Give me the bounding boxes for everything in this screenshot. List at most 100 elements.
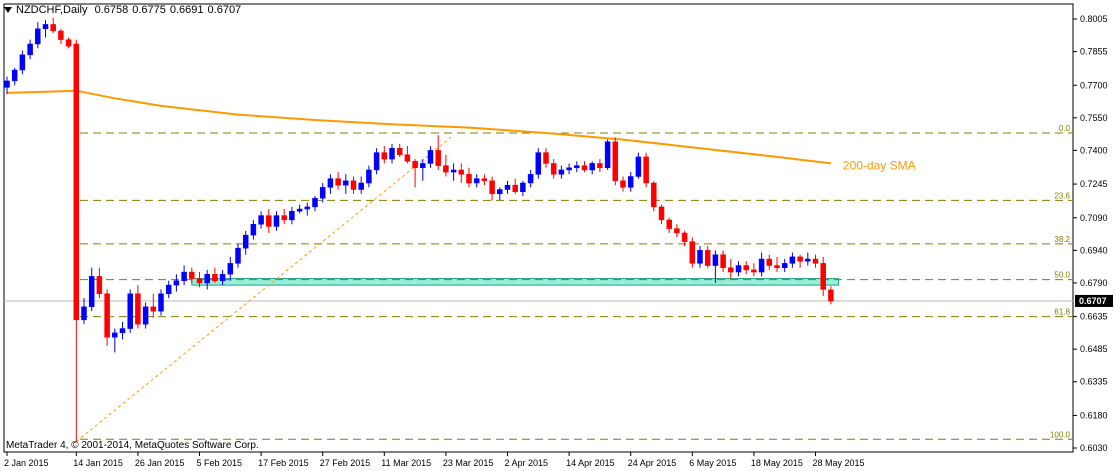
candle-body	[420, 163, 426, 169]
x-tick-label: 14 Apr 2015	[566, 458, 615, 468]
candle-body	[443, 165, 449, 173]
ohlc-close: 0.6707	[207, 4, 242, 16]
candle-body	[73, 43, 80, 321]
candle-body	[135, 293, 141, 325]
x-tick-label: 27 Feb 2015	[320, 458, 371, 468]
candle-body	[350, 180, 357, 190]
x-tick-label: 2 Apr 2015	[505, 458, 549, 468]
candle-body	[527, 174, 534, 184]
candle-body	[250, 224, 257, 236]
symbol-dropdown-icon[interactable]	[4, 7, 12, 14]
y-tick-label: 0.8005	[1080, 14, 1108, 24]
candle-body	[666, 219, 672, 229]
sma-label: 200-day SMA	[843, 158, 916, 172]
plot-frame	[3, 3, 1074, 453]
candle-body	[373, 152, 380, 171]
x-tick-label: 24 Apr 2015	[628, 458, 677, 468]
candle-body	[735, 265, 742, 273]
candle-body	[812, 258, 819, 264]
candle-body	[604, 141, 611, 169]
y-tick-label: 0.7550	[1080, 113, 1108, 123]
candle-body	[481, 178, 488, 182]
y-tick-label: 0.6940	[1080, 245, 1108, 255]
candle-body	[473, 178, 480, 184]
ohlc-high: 0.6775	[132, 4, 166, 16]
candle-body	[235, 247, 241, 264]
current-price-value: 0.6707	[1079, 296, 1107, 306]
sma-line	[6, 89, 832, 165]
candle-body	[589, 163, 595, 171]
x-tick-label: 18 May 2015	[751, 458, 803, 468]
candle-body	[381, 152, 388, 160]
candle-body	[566, 167, 572, 171]
candle-body	[242, 234, 249, 249]
candle-body	[366, 169, 372, 184]
candle-body	[81, 306, 87, 321]
y-tick-label: 0.7090	[1080, 213, 1108, 223]
candle-body	[797, 256, 803, 262]
y-tick-label: 0.6790	[1080, 278, 1108, 288]
fib-level-label: 0.0	[1059, 124, 1071, 133]
y-tick-label: 0.6180	[1080, 410, 1108, 420]
candle-body	[127, 293, 133, 329]
candle-body	[427, 150, 434, 164]
candle-body	[27, 43, 33, 56]
candle-body	[358, 182, 364, 190]
candle-body	[119, 328, 126, 334]
candle-body	[389, 147, 395, 160]
candle-body	[312, 197, 318, 208]
candle-body	[42, 24, 49, 30]
candle-body	[296, 208, 303, 212]
candle-body	[820, 263, 826, 290]
candle-body	[219, 273, 226, 281]
candle-body	[643, 156, 649, 184]
x-tick-label: 23 Mar 2015	[443, 458, 494, 468]
symbol-timeframe: NZDCHF,Daily	[16, 4, 88, 16]
candle-body	[273, 215, 280, 227]
candle-body	[558, 169, 565, 175]
fib-trendline	[75, 134, 454, 442]
x-tick-label: 14 Jan 2015	[73, 458, 123, 468]
x-tick-label: 28 May 2015	[813, 458, 865, 468]
candle-body	[743, 265, 749, 271]
y-tick-label: 0.6335	[1080, 377, 1108, 387]
candle-body	[104, 293, 110, 338]
candle-body	[58, 30, 64, 40]
candle-body	[550, 163, 557, 175]
candle-body	[766, 258, 773, 266]
y-tick-label: 0.6485	[1080, 344, 1108, 354]
fib-level-label: 61.8	[1054, 308, 1070, 317]
candle-body	[11, 69, 18, 82]
candle-body	[658, 206, 665, 221]
x-tick-label: 2 Jan 2015	[4, 458, 49, 468]
x-tick-label: 11 Mar 2015	[381, 458, 431, 468]
candle-body	[789, 256, 796, 264]
candle-body	[728, 267, 734, 273]
ohlc-low: 0.6691	[169, 4, 204, 16]
candle-body	[805, 258, 811, 262]
candle-body	[543, 152, 549, 164]
fib-level-label: 38.2	[1054, 235, 1070, 244]
candle-body	[828, 289, 834, 302]
candle-body	[458, 169, 465, 175]
candle-body	[574, 165, 580, 169]
candle-body	[435, 150, 441, 166]
candle-body	[520, 182, 526, 192]
candle-body	[751, 269, 757, 273]
candle-body	[65, 39, 72, 47]
candle-body	[266, 215, 272, 227]
candle-body	[50, 24, 56, 32]
candle-body	[412, 161, 418, 169]
copyright-text: MetaTrader 4, © 2001-2014, MetaQuotes So…	[6, 440, 259, 451]
candle-body	[689, 241, 696, 264]
candle-body	[150, 306, 157, 312]
ohlc-open: 0.6758	[94, 4, 129, 16]
candle-body	[651, 182, 657, 208]
candle-body	[774, 265, 780, 268]
y-tick-label: 0.6635	[1080, 312, 1108, 322]
x-tick-label: 5 Feb 2015	[197, 458, 243, 468]
candle-body	[258, 215, 264, 225]
candle-body	[712, 254, 719, 266]
